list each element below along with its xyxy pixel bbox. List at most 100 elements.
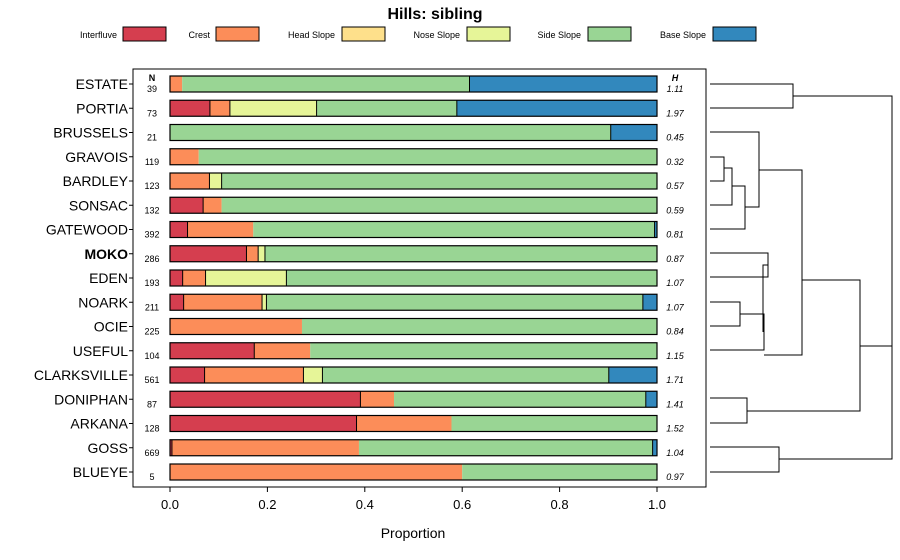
bar-row: DONIPHAN 87 1.41 xyxy=(54,390,684,409)
x-tick-label: 1.0 xyxy=(648,497,666,512)
n-value: 128 xyxy=(144,424,159,434)
category-label: GOSS xyxy=(88,440,128,456)
bar-outline xyxy=(169,172,658,190)
h-value: 1.11 xyxy=(667,84,684,94)
bar-row: SONSAC 132 0.59 xyxy=(69,196,684,215)
dendrogram-branch xyxy=(710,131,760,208)
n-value: 87 xyxy=(147,399,157,409)
n-column-header: N xyxy=(149,73,156,83)
h-value: 1.71 xyxy=(666,375,684,385)
bar-outline xyxy=(169,123,658,142)
bar-segment xyxy=(170,221,188,238)
bar-segment xyxy=(608,367,657,383)
dendrogram-branch xyxy=(710,446,780,473)
bar-outline xyxy=(169,439,658,457)
bar-segment xyxy=(642,294,657,311)
category-label: PORTIA xyxy=(76,100,129,116)
bar-outline xyxy=(169,390,658,408)
bar-row: USEFUL 104 1.15 xyxy=(73,342,685,361)
n-value: 211 xyxy=(145,302,159,312)
bar-segment xyxy=(204,367,304,383)
bar-segment xyxy=(451,415,657,432)
chart-title: Hills: sibling xyxy=(387,6,482,23)
bar-row: ARKANA 128 1.52 xyxy=(70,414,684,434)
bar-segment xyxy=(258,245,265,262)
h-value: 0.81 xyxy=(666,230,684,240)
bar-segment xyxy=(221,197,657,214)
bar-segment xyxy=(209,100,230,117)
bar-segment xyxy=(170,148,199,165)
h-value: 0.97 xyxy=(666,472,685,482)
h-value: 0.45 xyxy=(666,133,685,143)
bar-segment xyxy=(645,391,657,408)
bar-row: BLUEYE 5 0.97 xyxy=(73,463,685,482)
h-value: 0.87 xyxy=(666,254,685,264)
bar-segment xyxy=(170,439,172,456)
bar-outline xyxy=(169,317,658,336)
h-value: 0.57 xyxy=(666,181,685,191)
bar-outline xyxy=(169,75,658,93)
legend-label: Side Slope xyxy=(537,30,581,40)
x-axis-label: Proportion xyxy=(381,525,446,541)
n-value: 669 xyxy=(144,448,159,458)
category-label: GATEWOOD xyxy=(46,222,128,238)
n-value: 123 xyxy=(144,181,159,191)
h-value: 1.07 xyxy=(666,302,685,312)
bar-segment xyxy=(182,76,470,92)
bar-segment xyxy=(456,100,657,117)
bar-segment xyxy=(253,221,655,238)
category-label: BARDLEY xyxy=(63,173,129,189)
x-tick-label: 0.2 xyxy=(258,497,276,512)
bar-outline xyxy=(169,245,658,263)
bar-row: CLARKSVILLE 561 1.71 xyxy=(34,366,684,385)
n-value: 119 xyxy=(145,157,159,167)
bar-segment xyxy=(246,245,259,262)
bar-segment xyxy=(303,367,323,383)
bar-segment xyxy=(264,245,657,262)
dendrogram xyxy=(710,83,893,473)
dendrogram-branch xyxy=(710,313,765,351)
legend-swatch xyxy=(341,26,386,42)
bar-segment xyxy=(198,148,657,165)
dendrogram-branch xyxy=(710,83,794,109)
h-column-header: H xyxy=(672,73,679,83)
category-label: ARKANA xyxy=(70,416,128,432)
n-value: 104 xyxy=(144,351,159,361)
bar-segment xyxy=(310,342,657,359)
x-tick-label: 0.8 xyxy=(551,497,569,512)
bar-segment xyxy=(360,391,395,408)
bar-segment xyxy=(182,270,206,286)
category-label: BLUEYE xyxy=(73,464,128,480)
bar-row: ESTATE 39 1.11 xyxy=(76,75,684,94)
n-value: 225 xyxy=(144,327,159,337)
bar-segment xyxy=(358,439,653,456)
legend-swatch xyxy=(466,26,511,42)
bar-segment xyxy=(462,464,657,480)
bar-rows: ESTATE 39 1.11 PORTIA 73 1.97 BRUSSELS 21 0.45 GR… xyxy=(34,75,685,482)
bar-segment xyxy=(170,270,183,286)
dendrogram-branch xyxy=(710,156,725,182)
bar-segment xyxy=(203,197,222,214)
bar-row: PORTIA 73 1.97 xyxy=(76,99,685,118)
bar-outline xyxy=(169,342,658,360)
dendrogram-branch xyxy=(759,169,803,356)
x-tick-label: 0.4 xyxy=(356,497,374,512)
category-label: BRUSSELS xyxy=(53,125,128,141)
legend-label: Interfluve xyxy=(80,30,117,40)
bar-row: MOKO 286 0.87 xyxy=(84,245,685,264)
bar-segment xyxy=(170,391,361,408)
legend-swatch xyxy=(215,26,260,42)
bar-segment xyxy=(316,100,457,117)
bar-segment xyxy=(654,221,657,238)
bar-segment xyxy=(356,415,452,432)
n-value: 193 xyxy=(144,278,159,288)
n-value: 5 xyxy=(149,472,154,482)
bar-segment xyxy=(301,318,657,335)
bar-segment xyxy=(170,245,247,262)
bar-row: BARDLEY 123 0.57 xyxy=(63,172,685,191)
legend-swatch xyxy=(587,26,632,42)
bar-segment xyxy=(170,197,204,214)
h-value: 1.41 xyxy=(666,399,684,409)
bar-row: EDEN 193 1.07 xyxy=(89,269,685,288)
legend-swatch xyxy=(122,26,167,42)
